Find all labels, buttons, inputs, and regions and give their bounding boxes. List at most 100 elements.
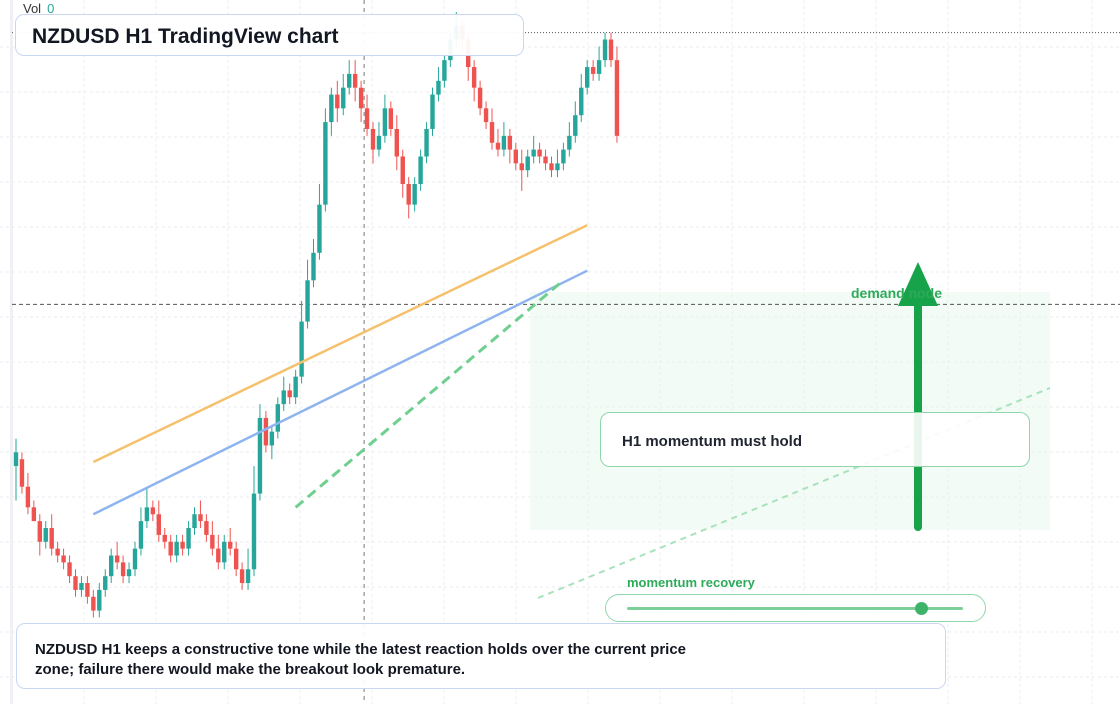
candle-down: [198, 514, 203, 522]
candle-down: [162, 534, 167, 542]
candle-down: [216, 548, 221, 563]
candle-up: [43, 528, 48, 542]
candle-up: [376, 135, 382, 150]
candle-down: [608, 39, 614, 61]
candle-up: [567, 135, 572, 150]
candle-up: [418, 156, 423, 184]
candle-down: [150, 507, 156, 515]
candle-down: [49, 528, 54, 549]
candle-up: [531, 149, 536, 157]
candle-up: [501, 135, 507, 150]
candle-down: [85, 583, 90, 597]
chart-title-panel: NZDUSD H1 TradingView chart: [15, 14, 524, 56]
candle-down: [287, 390, 292, 398]
candle-up: [305, 280, 310, 322]
candle-up: [281, 390, 286, 405]
candle-up: [174, 541, 179, 556]
candle-down: [263, 417, 269, 446]
candle-up: [103, 576, 108, 590]
candle-down: [228, 541, 233, 549]
candle-up: [317, 204, 322, 253]
candle-down: [61, 555, 66, 563]
candle-up: [525, 156, 530, 171]
candles: [13, 12, 620, 618]
candle-down: [168, 541, 173, 556]
trendline-orange: [92, 224, 588, 464]
candle-down: [370, 128, 376, 150]
candle-up: [596, 60, 602, 74]
candle-up: [602, 39, 608, 61]
candle-down: [210, 534, 215, 549]
candle-down: [483, 108, 489, 123]
momentum-recovery-label: momentum recovery: [627, 575, 755, 590]
candle-up: [561, 149, 566, 164]
candle-down: [519, 163, 524, 171]
trendline-green-faint: [537, 387, 1051, 599]
candle-up: [186, 528, 191, 549]
candle-down: [114, 555, 120, 563]
slider-track: [627, 607, 963, 610]
candle-down: [233, 548, 239, 570]
chart-title: NZDUSD H1 TradingView chart: [32, 25, 339, 48]
candle-up: [109, 555, 114, 577]
momentum-callout-text: H1 momentum must hold: [622, 433, 803, 450]
candle-up: [555, 163, 560, 171]
momentum-callout: H1 momentum must hold: [600, 412, 1030, 467]
candle-up: [126, 569, 132, 577]
candle-down: [31, 507, 37, 522]
candle-up: [192, 514, 197, 528]
candle-up: [144, 507, 150, 522]
candle-down: [537, 149, 542, 157]
candle-down: [91, 596, 96, 611]
candle-down: [549, 163, 554, 171]
candle-down: [55, 548, 60, 556]
candle-down: [400, 156, 405, 184]
candle-up: [442, 60, 447, 81]
analysis-note-text: NZDUSD H1 keeps a constructive tone whil…: [35, 641, 687, 678]
candle-down: [394, 128, 399, 157]
candle-up: [132, 548, 138, 570]
candle-up: [79, 583, 84, 590]
demand-node-label: demand node: [851, 285, 943, 301]
candle-down: [25, 486, 31, 508]
candle-up: [573, 115, 578, 136]
candle-up: [329, 94, 334, 123]
candle-up: [347, 73, 352, 88]
candle-up: [430, 94, 435, 129]
candle-up: [13, 452, 19, 467]
candle-up: [436, 80, 441, 95]
candle-up: [579, 87, 584, 116]
demand-zone-shading: [530, 292, 1050, 530]
candle-down: [120, 562, 126, 577]
candle-down: [513, 149, 518, 164]
candle-up: [269, 431, 275, 446]
demand-zone: [530, 292, 1050, 530]
candle-up: [251, 493, 257, 570]
candle-down: [180, 541, 185, 549]
candle-up: [97, 589, 102, 611]
candle-down: [364, 108, 370, 129]
candle-down: [495, 142, 501, 150]
trendline-blue: [92, 269, 588, 516]
candle-down: [156, 514, 161, 535]
candle-down: [614, 60, 620, 136]
candle-down: [406, 184, 411, 205]
candle-up: [222, 541, 227, 563]
momentum-recovery-slider[interactable]: [605, 594, 986, 622]
candle-down: [67, 562, 72, 577]
candle-up: [245, 569, 251, 584]
volume-value: 0: [47, 1, 55, 16]
price-levels: [12, 0, 1120, 704]
candle-up: [412, 184, 417, 205]
candle-down: [204, 521, 209, 535]
volume-readout: Vol 0: [23, 1, 54, 16]
candle-down: [239, 569, 245, 584]
arrow-head: [898, 262, 938, 306]
candle-down: [37, 521, 42, 542]
candle-up: [257, 417, 263, 494]
analysis-note-panel: NZDUSD H1 keeps a constructive tone whil…: [16, 623, 946, 689]
slider-knob[interactable]: [915, 602, 929, 615]
candle-up: [585, 67, 590, 88]
candle-up: [275, 404, 280, 432]
